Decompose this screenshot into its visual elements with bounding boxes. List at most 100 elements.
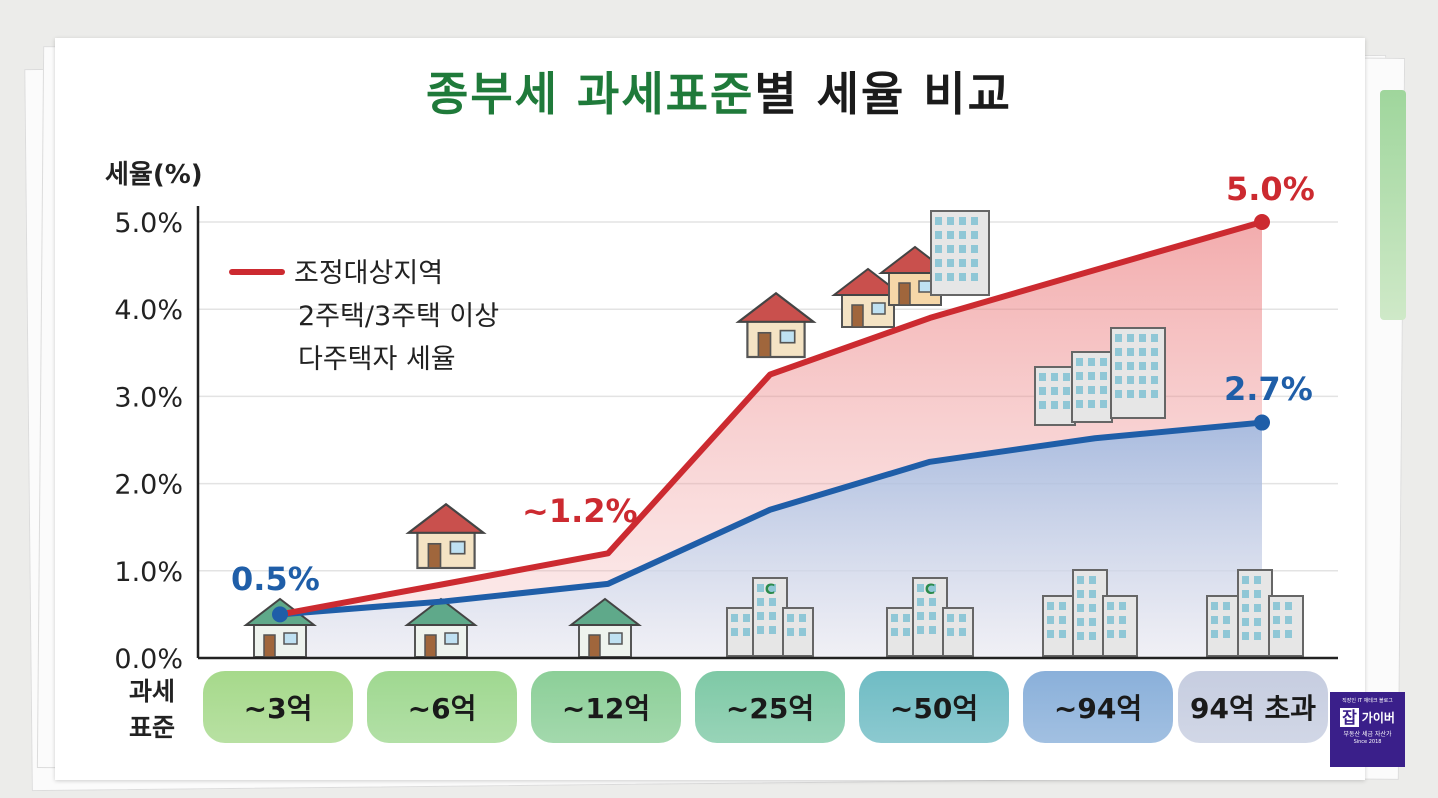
building-window (1088, 358, 1095, 366)
legend-line1: 조정대상지역 (294, 258, 443, 289)
building-window (1051, 373, 1058, 381)
building-window (1115, 348, 1122, 356)
building-window (1077, 576, 1084, 584)
building-window (1039, 387, 1046, 395)
category-pill: ~25억 (695, 671, 845, 743)
y-tick-label: 3.0% (114, 382, 183, 413)
building-window (1151, 362, 1158, 370)
building-window (917, 584, 924, 592)
building-window (1039, 373, 1046, 381)
building-window (1115, 390, 1122, 398)
category-pill: ~3억 (203, 671, 353, 743)
red-end-point-marker (1254, 214, 1270, 230)
building-window (1254, 576, 1261, 584)
building-window (1047, 616, 1054, 624)
building-window (1211, 630, 1218, 638)
house-icon (735, 291, 817, 359)
house-window (608, 632, 623, 645)
building-window (971, 231, 978, 239)
axes (196, 206, 1338, 660)
chart-title-part1: 종부세 과세표준 (426, 67, 755, 121)
category-pills: ~3억 ~6억 ~12억 ~25억 ~50억 ~94억 94억 초과 (203, 671, 1343, 747)
category-pill: ~12억 (531, 671, 681, 743)
series-lines (277, 219, 1265, 618)
building-window (1127, 348, 1134, 356)
apartment-building-icon (930, 210, 990, 296)
building-window (1139, 362, 1146, 370)
apartment-building-icon (1110, 327, 1166, 419)
house-wall (578, 622, 632, 658)
house-wall (253, 622, 307, 658)
building-window (935, 245, 942, 253)
building-window (1100, 372, 1107, 380)
building-window (1059, 630, 1066, 638)
blue-series-line (277, 419, 1265, 618)
x-axis-label-line1: 과세 (128, 677, 175, 706)
building-window (1088, 386, 1095, 394)
building-window (1254, 632, 1261, 640)
building-window (1119, 602, 1126, 610)
building-window (1127, 334, 1134, 342)
building-window (1051, 387, 1058, 395)
building-window (787, 614, 794, 622)
building-window (929, 626, 936, 634)
building-window (903, 614, 910, 622)
house-roof (568, 597, 642, 626)
building-window (1089, 590, 1096, 598)
house-wall (414, 622, 468, 658)
logo-mark: 잡 (1340, 708, 1359, 727)
building-window (769, 612, 776, 620)
building-window (1254, 590, 1261, 598)
building-window (1115, 376, 1122, 384)
building-window (1254, 618, 1261, 626)
house-door (757, 331, 772, 358)
x-axis-label-line2: 표준 (128, 713, 175, 742)
building-window (1047, 602, 1054, 610)
building-window (947, 614, 954, 622)
building-window (757, 584, 764, 592)
building-window (903, 628, 910, 636)
chart-title-part2: 별 세율 비교 (754, 67, 1012, 121)
apartment-building-icon (1072, 569, 1108, 657)
y-tick-label: 2.0% (114, 470, 183, 501)
house-window (871, 302, 886, 315)
building-window (1139, 376, 1146, 384)
building-window (1151, 390, 1158, 398)
building-window (1051, 401, 1058, 409)
y-tick-label: 4.0% (114, 295, 183, 326)
apartment-building-icon (1102, 595, 1138, 657)
building-window (769, 598, 776, 606)
logo-subtitle: 부동산 세금 자산가 (1343, 731, 1392, 738)
building-window (947, 245, 954, 253)
office-building-icon (782, 607, 814, 657)
house-icon (405, 502, 487, 570)
building-window (1273, 616, 1280, 624)
x-axis-label: 과세 표준 (112, 674, 192, 746)
logo-tagline: 직장인 IT 재테크 블로그 (1342, 698, 1393, 704)
house-window (283, 632, 298, 645)
y-axis-label: 세율(%) (105, 160, 203, 190)
building-window (935, 273, 942, 281)
building-window (757, 612, 764, 620)
building-window (1127, 376, 1134, 384)
building-body (1072, 569, 1108, 657)
building-window (1076, 386, 1083, 394)
building-window (947, 259, 954, 267)
building-window (1076, 358, 1083, 366)
building-window (769, 584, 776, 592)
building-window (799, 628, 806, 636)
building-window (1063, 373, 1070, 381)
apartment-building-icon (1237, 569, 1273, 657)
apartment-building-icon (1034, 366, 1076, 426)
building-window (1127, 390, 1134, 398)
building-window (1039, 401, 1046, 409)
building-window (959, 273, 966, 281)
building-window (1127, 362, 1134, 370)
building-window (891, 614, 898, 622)
start-point-marker (272, 606, 288, 623)
house-door (898, 282, 911, 306)
building-sign: C (765, 582, 775, 598)
building-window (1089, 604, 1096, 612)
building-window (743, 628, 750, 636)
